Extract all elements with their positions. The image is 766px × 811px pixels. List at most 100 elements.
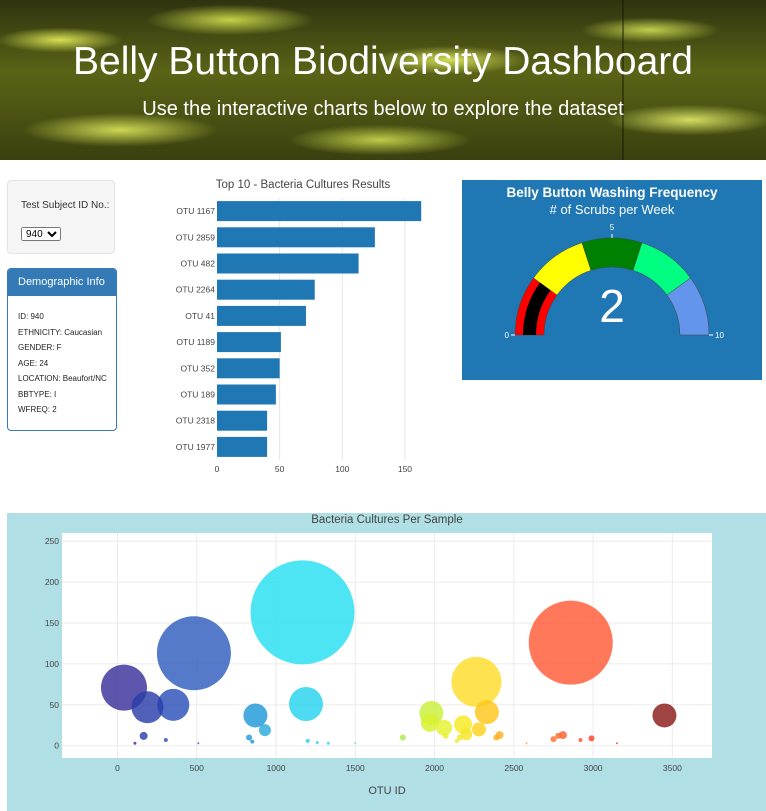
bubble-y-tick-label: 250 bbox=[45, 536, 59, 546]
bacteria-bubble-chart[interactable]: Bacteria Cultures Per Sample 0 500 1000 150… bbox=[7, 513, 766, 811]
bubble-x-tick-label: 0 bbox=[115, 763, 120, 773]
banner-image-seam bbox=[622, 0, 624, 160]
bubble-point[interactable] bbox=[454, 738, 459, 743]
bubble-x-tick-label: 500 bbox=[190, 763, 204, 773]
bar-chart-title: Top 10 - Bacteria Cultures Results bbox=[216, 179, 391, 191]
demographic-info-body: ID: 940 ETHNICITY: Caucasian GENDER: F A… bbox=[8, 296, 116, 418]
bar[interactable] bbox=[217, 227, 375, 248]
bubble-point[interactable] bbox=[243, 703, 268, 728]
bubble-point[interactable] bbox=[525, 742, 528, 745]
bar-x-tick-label: 0 bbox=[215, 464, 220, 474]
bubble-y-tick-label: 0 bbox=[54, 741, 59, 751]
bubble-x-tick-label: 2500 bbox=[504, 763, 523, 773]
bar-chart-x-ticks: 0 50 100 150 bbox=[215, 464, 413, 474]
bubble-point[interactable] bbox=[133, 741, 137, 745]
gauge-value-fill bbox=[523, 282, 551, 335]
bubble-y-tick-label: 200 bbox=[45, 577, 59, 587]
demographic-info-panel: Demographic Info ID: 940 ETHNICITY: Cauc… bbox=[7, 268, 117, 431]
bubble-point[interactable] bbox=[558, 731, 567, 740]
bar-category-label: OTU 1189 bbox=[176, 337, 215, 347]
bar[interactable] bbox=[217, 332, 281, 353]
gauge-subtitle: # of Scrubs per Week bbox=[550, 202, 675, 217]
bubble-y-tick-label: 100 bbox=[45, 659, 59, 669]
bubble-point[interactable] bbox=[652, 703, 677, 728]
page-title: Belly Button Biodiversity Dashboard bbox=[73, 40, 693, 83]
bar[interactable] bbox=[217, 410, 268, 431]
bubble-point[interactable] bbox=[528, 600, 613, 685]
bar-category-label: OTU 2264 bbox=[176, 285, 215, 295]
bubble-point[interactable] bbox=[460, 728, 473, 741]
bubble-y-tick-label: 50 bbox=[50, 700, 60, 710]
bubble-point[interactable] bbox=[451, 656, 502, 707]
bubble-point[interactable] bbox=[163, 738, 168, 742]
demographic-gender: GENDER: F bbox=[18, 343, 62, 352]
bubble-point[interactable] bbox=[131, 691, 164, 724]
top10-bar-chart[interactable]: Top 10 - Bacteria Cultures Results OTU 1… bbox=[160, 172, 430, 477]
bubble-point[interactable] bbox=[197, 742, 200, 745]
bubble-chart-title: Bacteria Cultures Per Sample bbox=[311, 514, 462, 526]
bar[interactable] bbox=[217, 279, 315, 300]
bar[interactable] bbox=[217, 253, 359, 274]
washing-frequency-gauge[interactable]: Belly Button Washing Frequency # of Scru… bbox=[462, 180, 762, 380]
page-subtitle: Use the interactive charts below to expl… bbox=[142, 98, 624, 120]
bubble-point[interactable] bbox=[246, 734, 253, 741]
bubble-x-tick-label: 3500 bbox=[663, 763, 682, 773]
bar[interactable] bbox=[217, 436, 268, 457]
bubble-point[interactable] bbox=[250, 560, 355, 665]
bar[interactable] bbox=[217, 305, 306, 326]
demographic-bbtype: BBTYPE: I bbox=[18, 389, 57, 399]
gauge-background bbox=[462, 180, 762, 380]
bar[interactable] bbox=[217, 358, 280, 379]
demographic-location: LOCATION: Beaufort/NC bbox=[18, 374, 107, 383]
bar-chart-category-labels: OTU 1167 OTU 2859 OTU 482 OTU 2264 OTU 41 OTU… bbox=[176, 206, 215, 452]
bar-x-tick-label: 100 bbox=[335, 464, 349, 474]
bubble-point[interactable] bbox=[615, 742, 618, 745]
bubble-point[interactable] bbox=[456, 734, 463, 741]
demographic-id: ID: 940 bbox=[18, 312, 44, 321]
demographic-wfreq: WFREQ: 2 bbox=[18, 405, 57, 414]
bubble-point[interactable] bbox=[305, 738, 310, 743]
bubble-point[interactable] bbox=[315, 740, 319, 744]
bar-category-label: OTU 2859 bbox=[176, 232, 215, 242]
bubble-x-tick-label: 3000 bbox=[584, 763, 603, 773]
bubble-point[interactable] bbox=[288, 687, 323, 721]
bubble-chart-points[interactable] bbox=[100, 560, 677, 745]
subject-id-dropdown[interactable]: 940 bbox=[21, 227, 61, 241]
bar-category-label: OTU 1167 bbox=[176, 206, 215, 216]
bubble-point[interactable] bbox=[139, 731, 148, 740]
bubble-x-tick-label: 1000 bbox=[267, 763, 286, 773]
bar-chart-bars[interactable] bbox=[217, 201, 422, 457]
bubble-point[interactable] bbox=[156, 616, 231, 691]
bar-category-label: OTU 482 bbox=[181, 259, 216, 269]
bubble-point[interactable] bbox=[354, 742, 357, 745]
bubble-point[interactable] bbox=[578, 738, 583, 742]
bubble-point[interactable] bbox=[474, 700, 499, 725]
subject-selector-label: Test Subject ID No.: bbox=[21, 200, 110, 211]
bar-category-label: OTU 2318 bbox=[176, 416, 215, 426]
gauge-title: Belly Button Washing Frequency bbox=[506, 185, 718, 200]
bubble-chart-ticks: 0 500 1000 1500 2000 2500 3000 3500 0 50 100 150 200… bbox=[45, 536, 682, 773]
demographic-info-title: Demographic Info bbox=[8, 269, 116, 296]
bubble-point[interactable] bbox=[442, 732, 449, 739]
gauge-tick-label: 10 bbox=[715, 331, 724, 340]
subject-selector-well: Test Subject ID No.: 940 bbox=[7, 180, 115, 254]
bubble-point[interactable] bbox=[471, 722, 486, 737]
bubble-point[interactable] bbox=[258, 724, 271, 737]
bar-category-label: OTU 1977 bbox=[176, 442, 215, 452]
bubble-point[interactable] bbox=[436, 719, 453, 736]
bubble-point[interactable] bbox=[250, 739, 255, 744]
bar-category-label: OTU 41 bbox=[185, 311, 215, 321]
bubble-point[interactable] bbox=[399, 734, 406, 741]
bar-category-label: OTU 352 bbox=[181, 363, 216, 373]
demographic-age: AGE: 24 bbox=[18, 358, 49, 368]
bubble-point[interactable] bbox=[157, 688, 190, 721]
bubble-x-tick-label: 2000 bbox=[425, 763, 444, 773]
bubble-point[interactable] bbox=[588, 735, 595, 742]
bubble-point[interactable] bbox=[326, 741, 330, 745]
hero-banner: Belly Button Biodiversity Dashboard Use … bbox=[0, 0, 766, 160]
bubble-point[interactable] bbox=[550, 736, 557, 743]
bubble-point[interactable] bbox=[493, 734, 500, 741]
bar[interactable] bbox=[217, 384, 276, 405]
bar[interactable] bbox=[217, 201, 422, 222]
bubble-point[interactable] bbox=[420, 713, 439, 732]
